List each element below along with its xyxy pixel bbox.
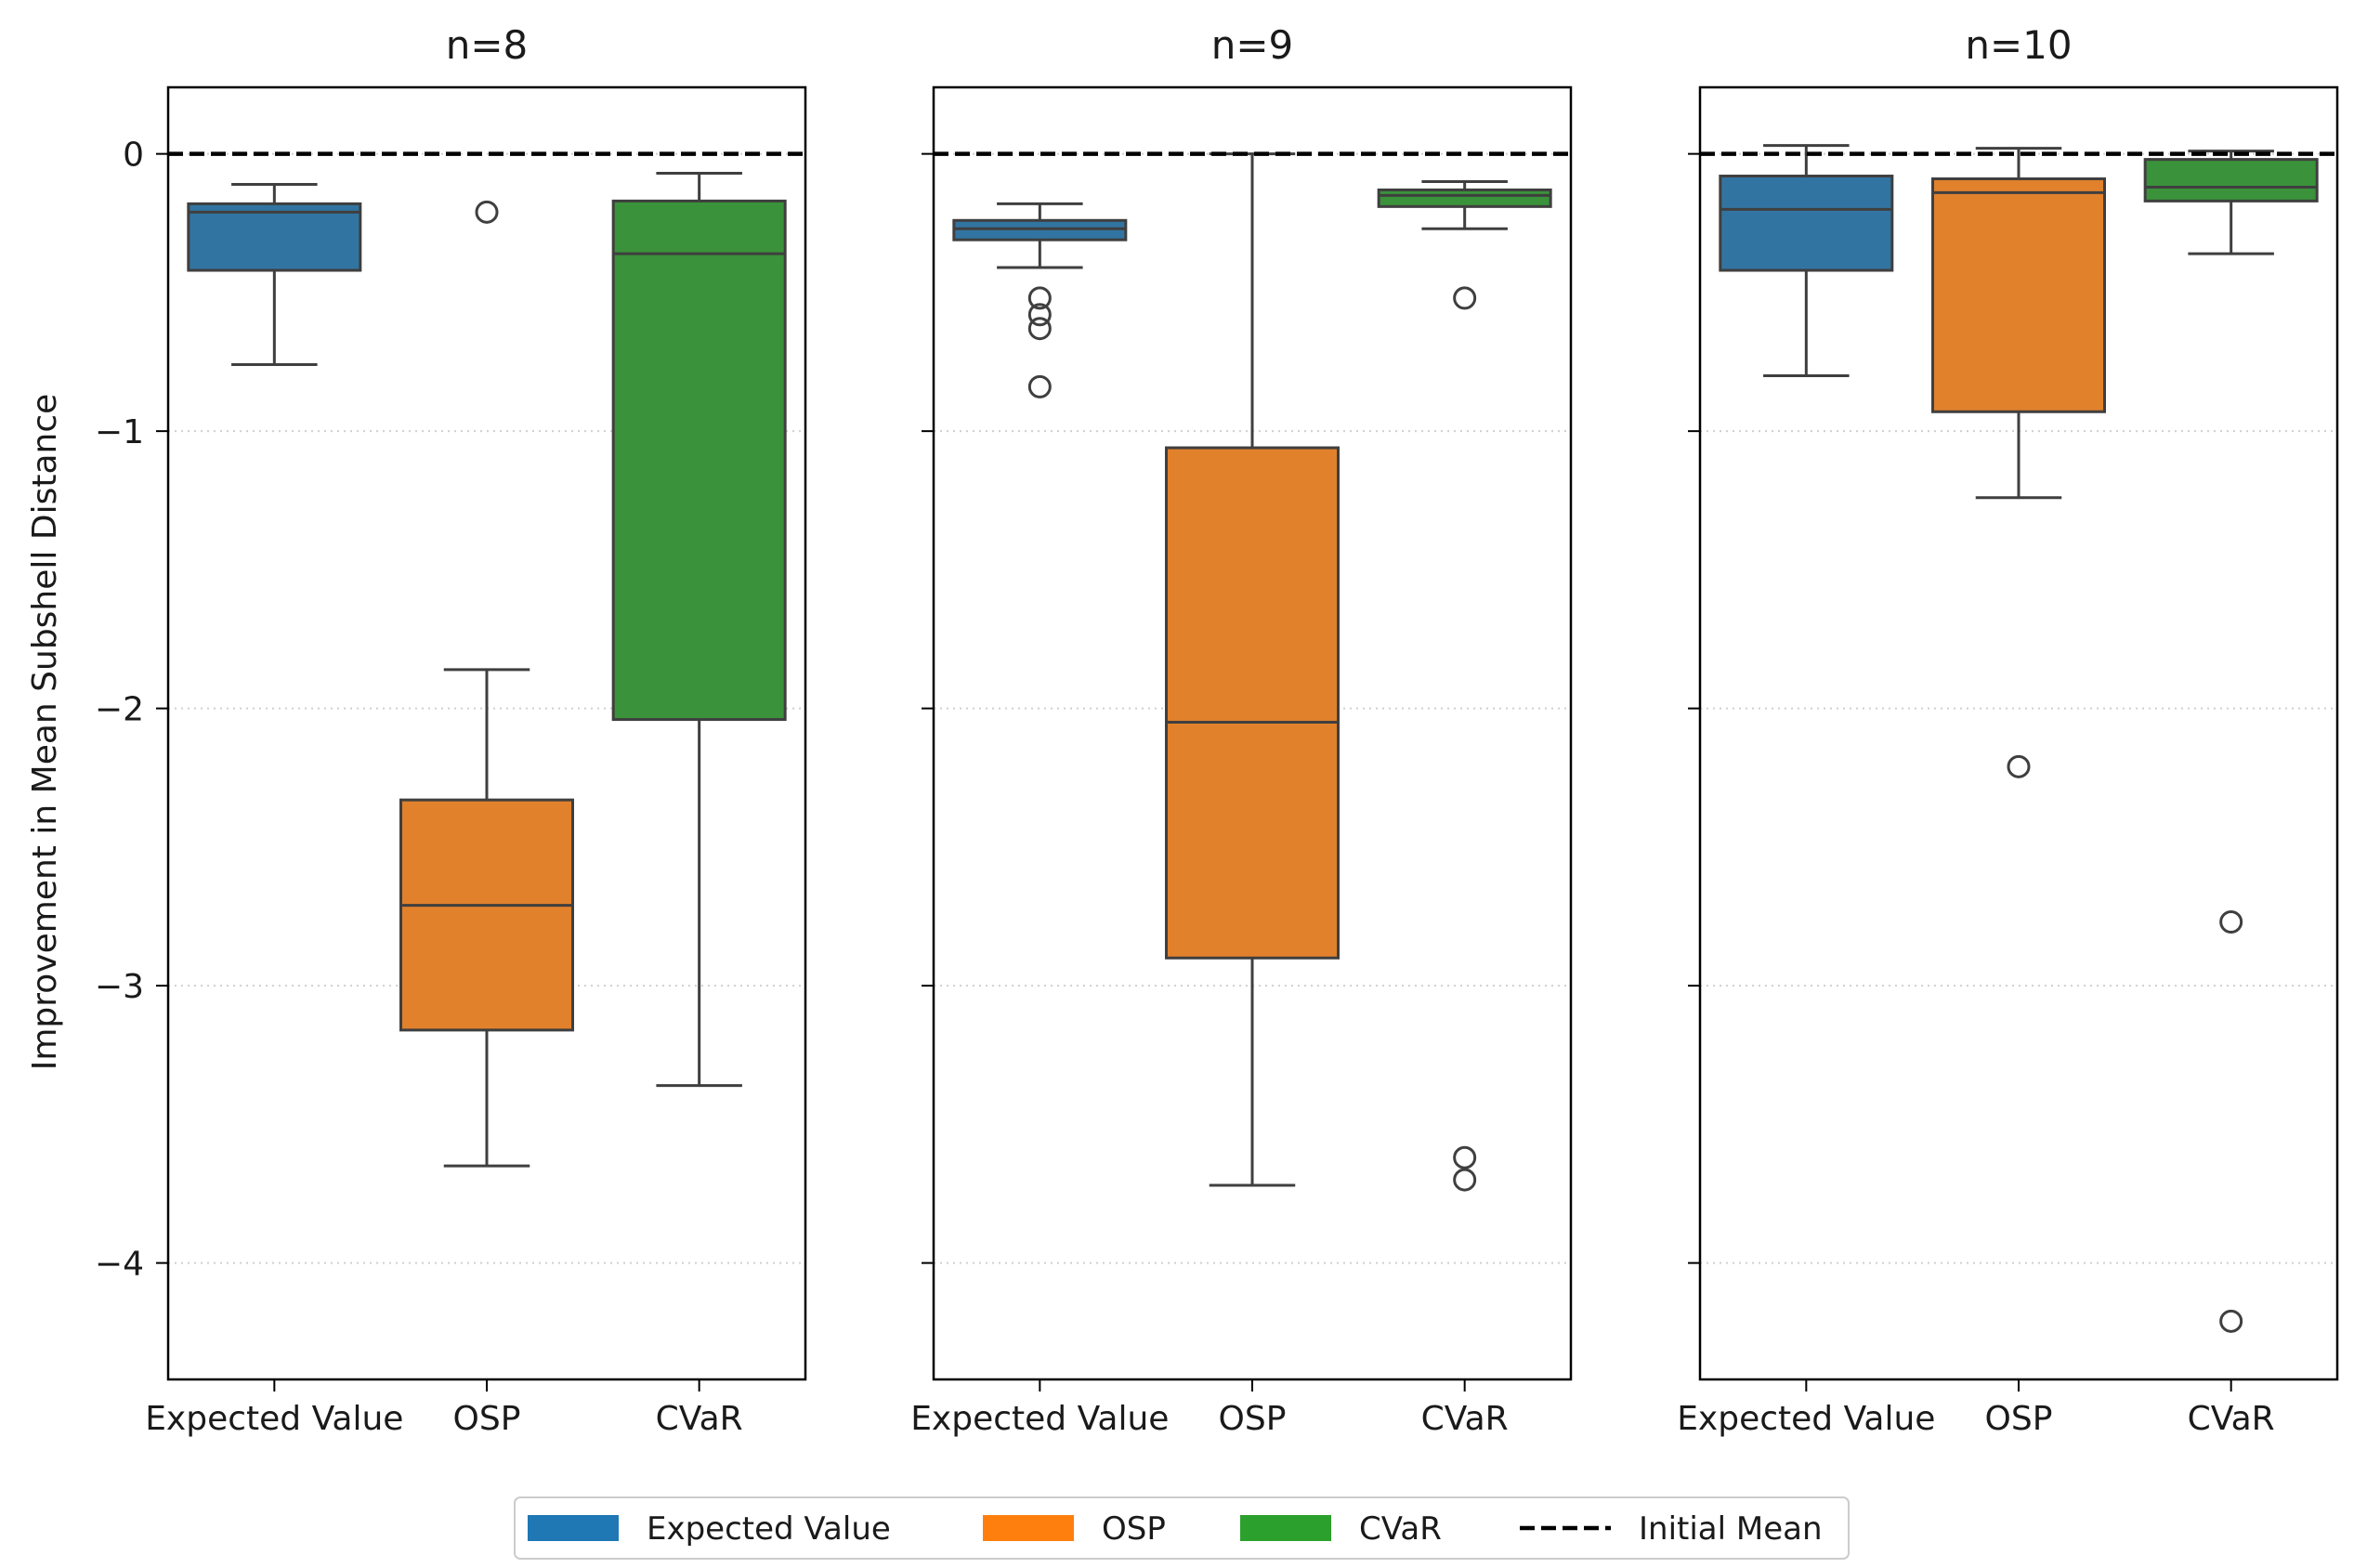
box-expected-value xyxy=(952,202,1128,399)
outlier-point xyxy=(2219,1309,2243,1333)
panel-title: n=9 xyxy=(1211,22,1294,68)
legend-label: CVaR xyxy=(1359,1510,1442,1548)
x-tick-label: Expected Value xyxy=(1677,1400,1935,1438)
panel-n-9: n=9 Expected Value OSP CVaR xyxy=(910,22,1573,1438)
x-tick-label: OSP xyxy=(1985,1400,2053,1438)
box-body xyxy=(611,199,787,722)
y-tick-label: −2 xyxy=(95,691,144,729)
legend-swatch xyxy=(1240,1515,1331,1541)
legend-label: OSP xyxy=(1102,1510,1166,1548)
outlier-point xyxy=(2007,754,2031,778)
legend: Expected Value OSP CVaR Initial Mean xyxy=(514,1496,1850,1560)
box-cvar xyxy=(1377,179,1552,1192)
box-osp xyxy=(399,200,574,1168)
outlier-point xyxy=(475,200,499,224)
y-tick-label: −1 xyxy=(95,413,144,451)
legend-label: Expected Value xyxy=(647,1510,891,1548)
panel-title: n=8 xyxy=(446,22,529,68)
y-tick-label: −4 xyxy=(95,1246,144,1284)
box-body xyxy=(187,202,362,272)
x-tick-label: OSP xyxy=(453,1400,521,1438)
box-body xyxy=(1931,177,2106,413)
panel-n-10: n=10 Expected Value OSP CVaR xyxy=(1677,22,2339,1438)
box-body xyxy=(1377,188,1552,208)
panels: n=8 0 −1 −2 −3 −4 Expected Value OSP CVaR n=9 Expe… xyxy=(95,22,2339,1438)
outlier-point xyxy=(1453,1168,1477,1192)
box-body xyxy=(2143,158,2319,203)
x-tick-label: Expected Value xyxy=(910,1400,1169,1438)
outlier-point xyxy=(1027,303,1052,327)
box-osp xyxy=(1931,147,2106,778)
legend-label: Initial Mean xyxy=(1639,1510,1823,1548)
panel-title: n=10 xyxy=(1965,22,2072,68)
y-tick-label: 0 xyxy=(123,137,144,175)
box-cvar xyxy=(2143,150,2319,1333)
box-cvar xyxy=(611,172,787,1088)
legend-frame xyxy=(514,1496,1850,1560)
x-tick-label: CVaR xyxy=(1421,1400,1509,1438)
outlier-point xyxy=(1453,286,1477,310)
legend-swatch xyxy=(983,1515,1074,1541)
x-tick-label: OSP xyxy=(1219,1400,1287,1438)
legend-swatch xyxy=(528,1515,619,1541)
outlier-point xyxy=(2219,909,2243,934)
outlier-point xyxy=(1027,286,1052,310)
panel-n-8: n=8 0 −1 −2 −3 −4 Expected Value OSP CVaR xyxy=(95,22,807,1438)
box-expected-value xyxy=(1719,144,1894,377)
outlier-point xyxy=(1027,317,1052,341)
box-osp xyxy=(1165,152,1340,1187)
x-tick-label: CVaR xyxy=(2188,1400,2275,1438)
x-tick-label: CVaR xyxy=(656,1400,743,1438)
box-body xyxy=(399,798,574,1032)
box-expected-value xyxy=(187,182,362,366)
box-body xyxy=(1719,175,1894,272)
outlier-point xyxy=(1453,1145,1477,1169)
legend-entry-expected-value: Expected Value xyxy=(528,1510,891,1548)
box-body xyxy=(1165,446,1340,960)
axes-frame xyxy=(1698,85,2339,1381)
legend-entry-osp: OSP xyxy=(983,1510,1166,1548)
x-tick-label: Expected Value xyxy=(145,1400,403,1438)
axes-frame xyxy=(166,85,807,1381)
legend-entry-initial-mean: Initial Mean xyxy=(1520,1510,1823,1548)
legend-entry-cvar: CVaR xyxy=(1240,1510,1442,1548)
y-tick-label: −3 xyxy=(95,968,144,1006)
y-axis-label: Improvement in Mean Subshell Distance xyxy=(26,394,64,1071)
axes-frame xyxy=(932,85,1573,1381)
outlier-point xyxy=(1027,374,1052,399)
